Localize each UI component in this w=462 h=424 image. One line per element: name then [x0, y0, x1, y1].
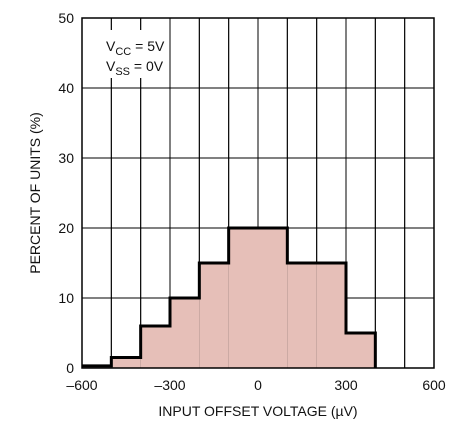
- y-tick-label: 40: [58, 80, 74, 96]
- x-tick-label: –600: [66, 377, 97, 393]
- histogram-bar: [111, 357, 141, 368]
- histogram-bars: [82, 226, 377, 368]
- y-tick-label: 50: [58, 10, 74, 26]
- x-tick-label: 600: [422, 377, 446, 393]
- histogram-bar: [199, 263, 229, 368]
- annotation-vcc: VCC = 5V: [106, 38, 165, 58]
- y-tick-label: 10: [58, 290, 74, 306]
- x-tick-label: –300: [154, 377, 185, 393]
- histogram-bar: [346, 333, 376, 368]
- histogram-bar: [170, 298, 200, 368]
- histogram-bar: [228, 228, 258, 368]
- plot-border: [81, 17, 435, 369]
- histogram-outline: [82, 226, 377, 368]
- y-tick-label: 0: [66, 360, 74, 376]
- histogram-bar: [287, 263, 317, 368]
- plot-frame: [81, 17, 435, 369]
- x-tick-label: 0: [254, 377, 262, 393]
- tick-labels: –600 –300 0 300 600 0 10 20 30 40 50: [58, 10, 445, 393]
- y-tick-label: 30: [58, 150, 74, 166]
- histogram-bar: [140, 326, 170, 368]
- annotation-box: [88, 30, 166, 78]
- x-axis-title: INPUT OFFSET VOLTAGE (µV): [158, 403, 357, 419]
- y-tick-label: 20: [58, 220, 74, 236]
- y-axis-title: PERCENT OF UNITS (%): [27, 112, 43, 274]
- histogram-bar: [316, 263, 346, 368]
- x-tick-label: 300: [334, 377, 358, 393]
- histogram-bar: [258, 228, 288, 368]
- annotation-vss: VSS = 0V: [106, 58, 164, 78]
